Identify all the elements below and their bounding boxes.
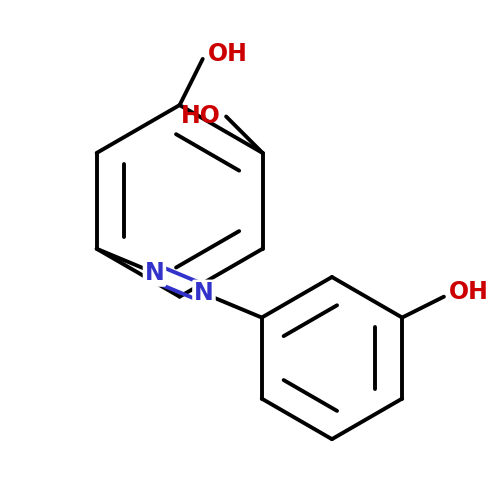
Text: OH: OH (449, 280, 488, 304)
Text: N: N (144, 261, 165, 285)
Text: OH: OH (208, 42, 248, 66)
Text: HO: HO (182, 104, 221, 128)
Text: N: N (194, 282, 214, 306)
